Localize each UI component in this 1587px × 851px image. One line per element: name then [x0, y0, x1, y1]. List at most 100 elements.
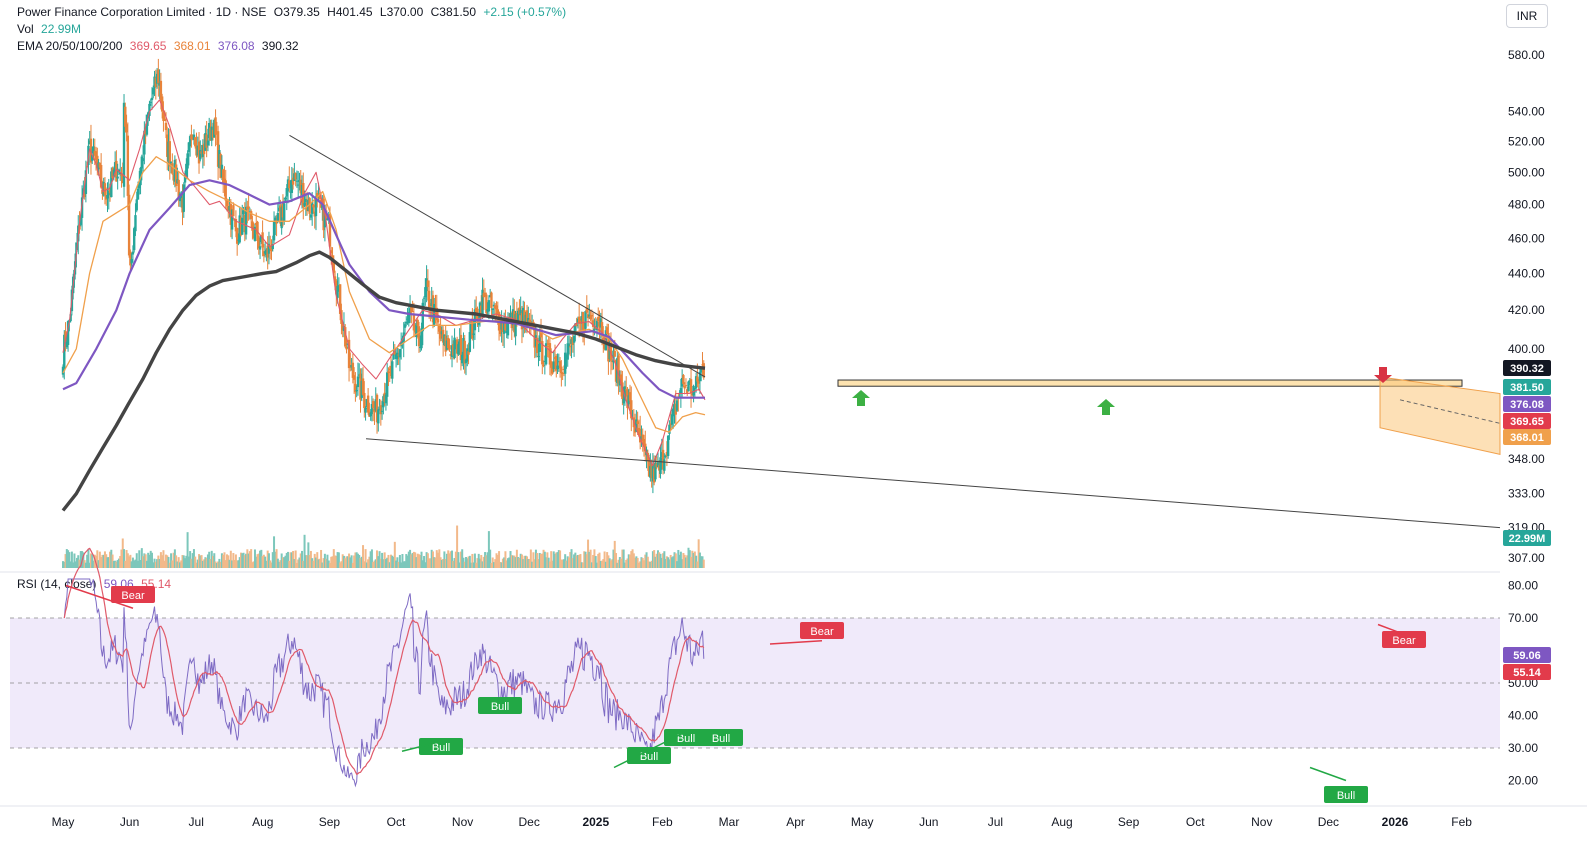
volume-bar [227, 555, 230, 568]
candle-body [466, 348, 469, 362]
volume-bar [198, 554, 201, 568]
volume-bar [290, 552, 293, 568]
volume-bar [456, 525, 459, 568]
candle-body [407, 312, 411, 324]
candle-body [509, 312, 512, 319]
volume-bar [695, 555, 698, 568]
candle-body [150, 97, 154, 101]
candle-body [546, 345, 549, 347]
volume-bar [274, 551, 277, 568]
volume-bar [480, 554, 483, 568]
upper-trendline[interactable] [289, 134, 706, 378]
candle-body [238, 215, 241, 243]
volume-bar [641, 558, 644, 568]
volume-bar [337, 552, 340, 568]
candle-body [257, 237, 260, 249]
candle-body [130, 259, 133, 264]
divergence-line [65, 584, 134, 609]
low-label: L [379, 5, 387, 19]
candle-body [370, 404, 374, 415]
time-tick-label: May [52, 815, 75, 829]
candle-body [633, 425, 637, 433]
candle-body [651, 463, 655, 482]
candle-body [116, 176, 119, 179]
volume-bar [350, 555, 353, 568]
candle-body [637, 427, 641, 434]
volume-bar [473, 553, 476, 568]
volume-bar [453, 558, 456, 568]
volume-bar [147, 552, 150, 568]
volume-bar [682, 553, 685, 568]
volume-bar [121, 538, 124, 568]
candle-body [291, 177, 295, 185]
bear-label-text: Bear [1392, 635, 1416, 647]
volume-bar [434, 557, 437, 568]
volume-bar [187, 556, 190, 568]
volume-bar [438, 549, 441, 568]
symbol-title[interactable]: Power Finance Corporation Limited · 1D ·… [17, 5, 267, 19]
volume-bar [223, 552, 226, 568]
volume-bar [200, 555, 203, 568]
time-tick-label: May [851, 815, 874, 829]
candle-body [148, 103, 151, 116]
volume-legend[interactable]: Vol 22.99M [17, 21, 85, 37]
volume-bar [210, 550, 213, 568]
candle-body [372, 401, 375, 409]
candle-body [511, 309, 515, 326]
bull-label-text: Bull [677, 733, 695, 745]
candle-body [379, 405, 383, 415]
volume-bar [625, 559, 628, 568]
time-tick-label: Dec [519, 815, 540, 829]
candle-body [543, 360, 547, 363]
candle-body [333, 276, 337, 284]
candle-body [445, 340, 449, 350]
candle-body [408, 308, 412, 315]
volume-bar [209, 558, 212, 568]
volume-bar [640, 557, 643, 568]
volume-bar [688, 550, 691, 568]
volume-bar [91, 554, 94, 568]
currency-button[interactable]: INR [1506, 4, 1548, 28]
candle-body [266, 245, 269, 258]
time-tick-label: Nov [452, 815, 473, 829]
volume-bar [492, 562, 495, 568]
support-zone[interactable] [837, 379, 1463, 387]
time-tick-label: Sep [1118, 815, 1140, 829]
candle-body [665, 451, 669, 456]
volume-bar [192, 549, 195, 568]
volume-bar [632, 553, 635, 568]
candle-body [548, 343, 552, 365]
candle-body [356, 376, 360, 388]
candle-body [638, 428, 642, 443]
volume-bar [307, 542, 310, 568]
volume-bar [134, 559, 137, 568]
candle-body [689, 379, 693, 394]
volume-bar [442, 558, 445, 568]
volume-bar [701, 556, 704, 568]
lower-trendline[interactable] [365, 438, 1501, 529]
candle-body [527, 317, 530, 324]
volume-bar [186, 532, 189, 568]
price-tick-label: 540.00 [1508, 104, 1545, 118]
candle-body [691, 393, 694, 396]
volume-bar [112, 560, 115, 568]
candle-body [323, 211, 327, 228]
rsi-badge-text: 59.06 [1513, 650, 1541, 662]
volume-bar [598, 552, 601, 568]
ema-legend[interactable]: EMA 20/50/100/200 369.65 368.01 376.08 3… [17, 38, 303, 54]
candle-body [235, 228, 239, 244]
bear-label [1382, 631, 1426, 648]
volume-bar [454, 551, 457, 568]
candle-body [519, 310, 522, 316]
candle-body [413, 326, 417, 333]
candle-body [360, 380, 363, 398]
ema-line-3 [62, 179, 705, 399]
candle-body [525, 310, 529, 328]
volume-bar [603, 551, 606, 568]
volume-bar [373, 560, 376, 568]
candle-body [107, 190, 110, 196]
candle-body [125, 124, 128, 133]
rsi-line [63, 578, 705, 788]
candle-body [654, 462, 657, 480]
